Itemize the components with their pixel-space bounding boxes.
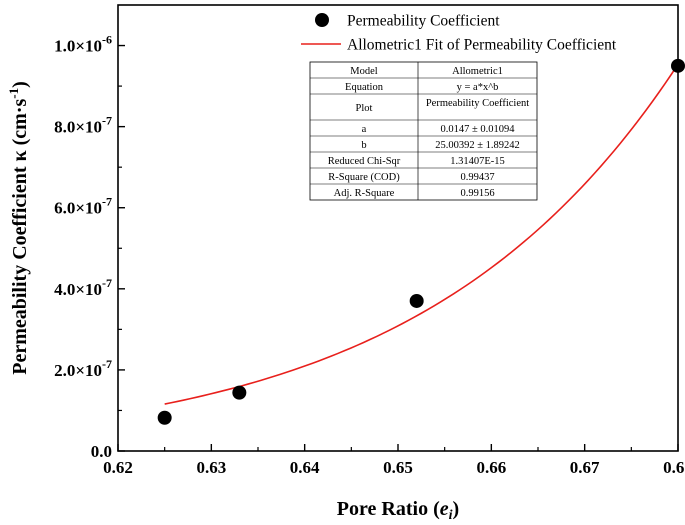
y-tick-label: 8.0×10-7 — [54, 114, 112, 137]
data-points — [157, 58, 685, 425]
y-axis: 0.0 2.0×10-7 4.0×10-7 6.0×10-7 8.0×10-7 1.0×1… — [54, 33, 125, 461]
table-value: 25.00392 ± 1.89242 — [435, 140, 520, 151]
table-label: Reduced Chi-Sqr — [328, 156, 401, 167]
x-tick-label: 0.63 — [196, 458, 226, 477]
data-point — [409, 293, 424, 308]
table-label: a — [362, 124, 367, 135]
x-tick-label: 0.62 — [103, 458, 133, 477]
table-value: 0.99156 — [460, 188, 494, 199]
y-tick-label: 1.0×10-6 — [54, 33, 112, 56]
y-tick-label: 4.0×10-7 — [54, 276, 112, 299]
y-axis-label: Permeability Coefficient κ (cm·s-1) — [6, 81, 31, 375]
table-label: b — [361, 140, 366, 151]
x-axis: 0.62 0.63 0.64 0.65 0.66 0.67 0.68 — [103, 444, 685, 477]
fit-curve — [164, 63, 679, 405]
x-tick-label: 0.68 — [663, 458, 685, 477]
table-label: Model — [350, 66, 377, 77]
table-label: Plot — [356, 103, 373, 114]
data-point — [157, 410, 172, 425]
x-tick-label: 0.64 — [290, 458, 320, 477]
table-border — [309, 61, 538, 201]
table-value: Allometric1 — [452, 66, 503, 77]
legend-label-fit: Allometric1 Fit of Permeability Coeffici… — [347, 37, 617, 54]
table-label: R-Square (COD) — [328, 172, 400, 183]
table-value: 0.99437 — [460, 172, 494, 183]
table-label: Equation — [345, 82, 384, 93]
x-tick-label: 0.67 — [570, 458, 600, 477]
y-tick-label: 6.0×10-7 — [54, 195, 112, 218]
data-point — [232, 385, 247, 400]
table-value: y = a*x^b — [457, 82, 499, 93]
table-value: 0.0147 ± 0.01094 — [440, 124, 515, 135]
y-tick-label: 0.0 — [91, 442, 112, 461]
table-value: Permeability Coefficient — [426, 98, 529, 109]
y-tick-label: 2.0×10-7 — [54, 357, 112, 380]
table-value: 1.31407E-15 — [450, 156, 505, 167]
x-tick-label: 0.65 — [383, 458, 413, 477]
x-tick-label: 0.66 — [476, 458, 506, 477]
table-label: Adj. R-Square — [334, 188, 395, 199]
fit-results-table: Model Allometric1 Equation y = a*x^b Plot Per… — [309, 61, 538, 201]
legend-label-scatter: Permeability Coefficient — [347, 13, 500, 30]
data-point — [671, 58, 685, 73]
x-axis-label: Pore Ratio (ei) — [337, 498, 459, 523]
legend-marker-scatter — [315, 13, 329, 27]
legend: Permeability Coefficient Allometric1 Fit… — [301, 13, 617, 54]
